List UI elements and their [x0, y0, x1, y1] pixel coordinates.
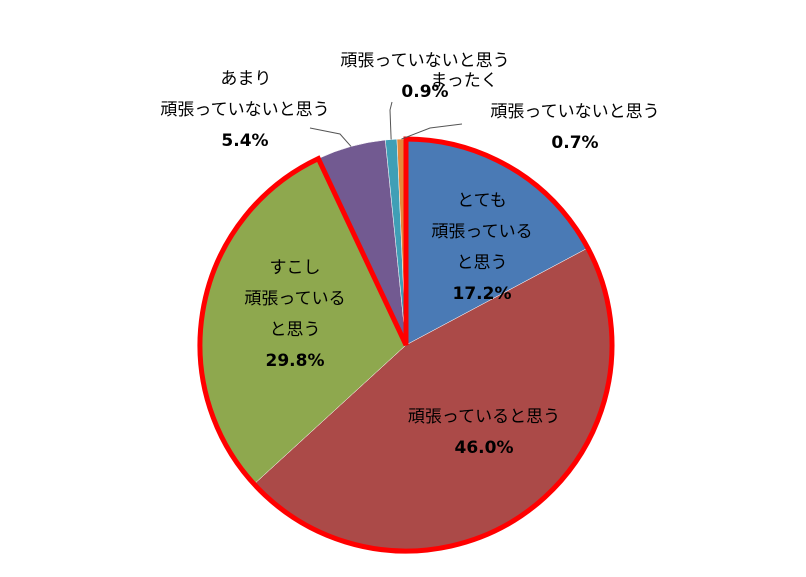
highlight-outline — [197, 136, 615, 554]
label-slice-4: 頑張っていないと思う 0.9% — [340, 51, 510, 102]
label-slice-2: すこし 頑張っている と思う 29.8% — [244, 258, 346, 371]
label-slice-1: 頑張っていると思う 46.0% — [407, 407, 561, 458]
leader-line-5 — [401, 123, 463, 140]
label-slice-3: あまり 頑張っていないと思う 5.4% — [160, 69, 330, 151]
label-slice-5: まったく 頑張っていないと思う 0.7% — [430, 71, 660, 153]
leader-line-4 — [389, 101, 393, 140]
leader-line-3 — [309, 127, 352, 147]
label-slice-0: とても 頑張っている と思う 17.2% — [431, 191, 533, 304]
